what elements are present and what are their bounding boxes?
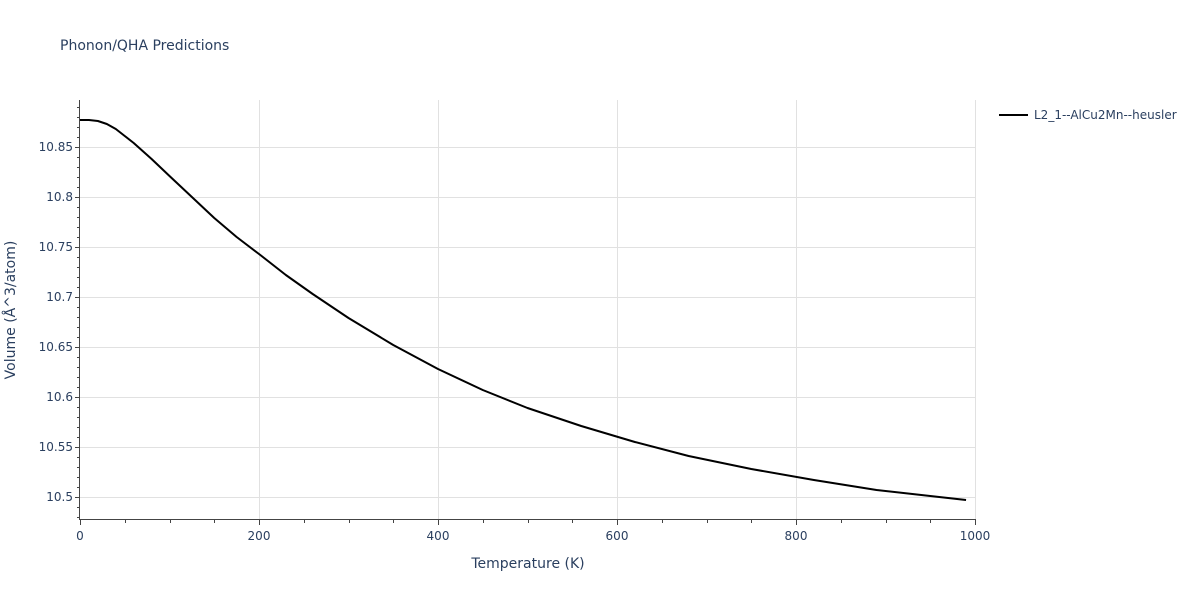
- x-tick-label: 200: [248, 529, 271, 543]
- x-tick-label: 0: [76, 529, 84, 543]
- x-axis-title: Temperature (K): [470, 556, 584, 572]
- data-series: [80, 119, 967, 501]
- legend-label: L2_1--AlCu2Mn--heusler: [1034, 108, 1177, 122]
- y-tick-label: 10.55: [39, 440, 73, 454]
- y-tick-label: 10.8: [46, 190, 73, 204]
- series-line[interactable]: [80, 119, 967, 501]
- y-tick-labels: 10.5 10.55 10.6 10.65 10.7 10.75 10.8 10.85: [39, 140, 73, 504]
- y-tick-label: 10.5: [46, 490, 73, 504]
- legend[interactable]: L2_1--AlCu2Mn--heusler: [999, 108, 1177, 122]
- y-axis-title: Volume (Å^3/atom): [2, 241, 19, 380]
- x-tick-label: 600: [606, 529, 629, 543]
- x-tick-label: 1000: [960, 529, 991, 543]
- grid-lines: [80, 100, 976, 520]
- y-tick-label: 10.65: [39, 340, 73, 354]
- y-tick-label: 10.85: [39, 140, 73, 154]
- x-tick-labels: 0 200 400 600 800 1000: [76, 529, 990, 543]
- y-tick-label: 10.75: [39, 240, 73, 254]
- y-tick-label: 10.6: [46, 390, 73, 404]
- y-tick-label: 10.7: [46, 290, 73, 304]
- x-tick-label: 400: [427, 529, 450, 543]
- minor-ticks: [75, 107, 976, 525]
- x-tick-label: 800: [785, 529, 808, 543]
- chart-title: Phonon/QHA Predictions: [60, 38, 229, 54]
